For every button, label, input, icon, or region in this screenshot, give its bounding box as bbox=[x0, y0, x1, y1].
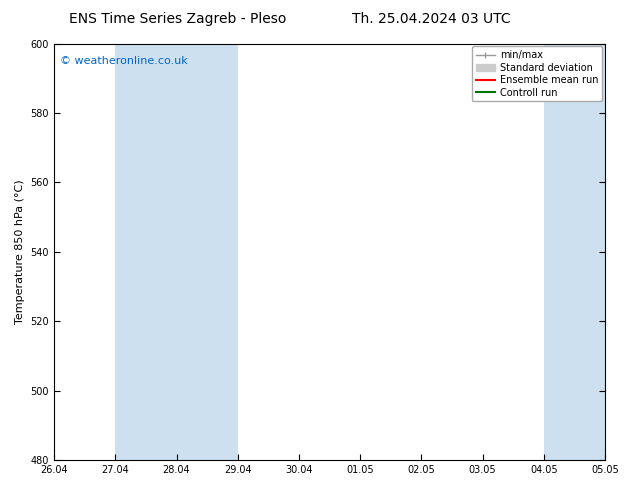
Bar bbox=[176, 44, 238, 460]
Legend: min/max, Standard deviation, Ensemble mean run, Controll run: min/max, Standard deviation, Ensemble me… bbox=[472, 47, 602, 101]
Text: Th. 25.04.2024 03 UTC: Th. 25.04.2024 03 UTC bbox=[352, 12, 510, 26]
Text: ENS Time Series Zagreb - Pleso: ENS Time Series Zagreb - Pleso bbox=[69, 12, 286, 26]
Text: © weatheronline.co.uk: © weatheronline.co.uk bbox=[60, 56, 187, 66]
Y-axis label: Temperature 850 hPa (°C): Temperature 850 hPa (°C) bbox=[15, 179, 25, 324]
Bar bbox=[544, 44, 605, 460]
Bar bbox=[115, 44, 176, 460]
